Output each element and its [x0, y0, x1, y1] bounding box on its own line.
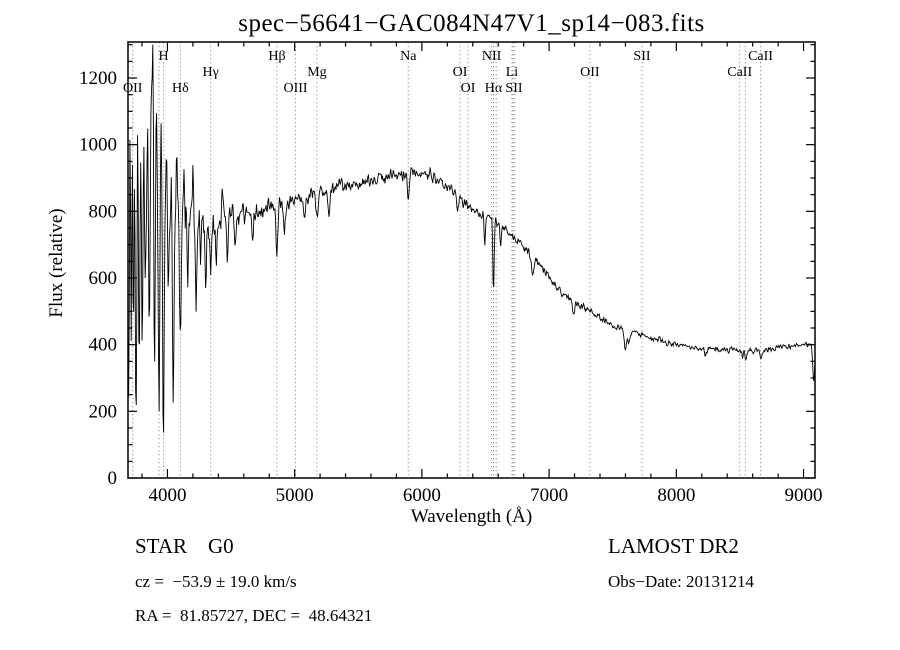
y-tick-label: 200 — [89, 401, 118, 422]
plot-frame — [127, 41, 816, 479]
x-tick-label: 5000 — [276, 485, 314, 506]
y-tick-label: 1000 — [79, 135, 117, 156]
y-tick-label: 1200 — [79, 68, 117, 89]
x-tick-label: 8000 — [657, 485, 695, 506]
y-tick-label: 400 — [89, 335, 118, 356]
survey-release-text: LAMOST DR2 — [608, 534, 739, 558]
spectral-line-label: OI — [453, 65, 468, 80]
spectral-line-label: OII — [580, 65, 600, 80]
plot-title: spec−56641−GAC084N47V1_sp14−083.fits — [238, 10, 705, 37]
spectral-line-label: OIII — [283, 81, 307, 96]
spectrum-trace — [127, 44, 816, 433]
obs-date-text: Obs−Date: 20131214 — [608, 572, 755, 591]
y-tick-label: 0 — [108, 468, 118, 489]
spectral-line-label: Mg — [307, 65, 326, 80]
spectral-line-label: NII — [482, 49, 502, 64]
y-tick-label: 600 — [89, 268, 118, 289]
spectral-line-label: H — [159, 49, 169, 64]
x-tick-label: 7000 — [530, 485, 568, 506]
spectral-line-label: SII — [633, 49, 650, 64]
cz-velocity-text: cz = −53.9 ± 19.0 km/s — [135, 572, 297, 591]
x-tick-label: 6000 — [403, 485, 441, 506]
y-tick-label: 800 — [89, 201, 118, 222]
spectral-line-label: OI — [461, 81, 476, 96]
spectral-line-label: Hβ — [268, 49, 285, 64]
spectral-line-label: Hδ — [172, 81, 189, 96]
spectral-line-label: Li — [506, 65, 519, 80]
spectral-line-label: Na — [400, 49, 417, 64]
y-axis-label: Flux (relative) — [46, 208, 67, 318]
spectral-line-label: Hγ — [203, 65, 219, 80]
object-class-text: STAR G0 — [135, 534, 234, 558]
spectral-line-label: SII — [505, 81, 522, 96]
x-tick-label: 9000 — [785, 485, 823, 506]
spectral-line-label: CaII — [727, 65, 752, 80]
spectral-line-label: Hα — [485, 81, 503, 96]
x-tick-label: 4000 — [148, 485, 186, 506]
ra-dec-text: RA = 81.85727, DEC = 48.64321 — [135, 606, 373, 625]
x-axis-label: Wavelength (Å) — [410, 506, 533, 527]
spectral-line-label: CaII — [748, 49, 773, 64]
spectral-line-label: OII — [123, 81, 143, 96]
